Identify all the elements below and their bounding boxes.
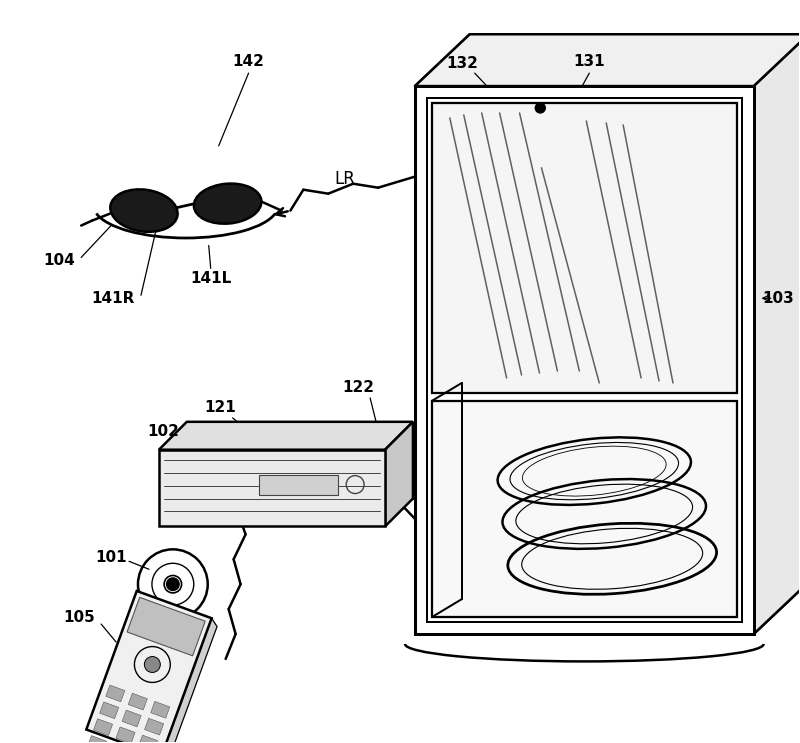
Polygon shape [415,86,754,634]
Polygon shape [470,34,800,583]
Polygon shape [86,591,212,743]
Polygon shape [100,702,118,718]
Text: 132: 132 [446,56,478,71]
Text: LR: LR [334,169,356,188]
Polygon shape [122,710,141,727]
Circle shape [166,578,179,591]
Text: 103: 103 [762,291,794,306]
Polygon shape [432,103,737,393]
Ellipse shape [194,184,262,224]
Polygon shape [116,727,135,743]
Ellipse shape [110,189,178,232]
Polygon shape [427,98,742,622]
Text: 122: 122 [342,380,374,395]
Text: 101: 101 [95,550,127,565]
Polygon shape [432,401,737,617]
Polygon shape [87,736,106,743]
Polygon shape [94,718,113,736]
Text: 105: 105 [63,609,95,625]
Polygon shape [159,450,385,527]
Circle shape [144,657,160,672]
Text: 131: 131 [574,53,605,68]
Polygon shape [415,34,800,86]
Text: 141R: 141R [91,291,134,306]
Polygon shape [128,693,147,710]
Polygon shape [159,422,413,450]
Text: 121: 121 [205,400,237,415]
Polygon shape [150,701,170,718]
Circle shape [535,103,546,113]
Polygon shape [258,475,338,495]
Polygon shape [385,422,413,527]
Polygon shape [138,735,158,743]
Text: IR: IR [287,510,304,528]
Polygon shape [161,618,217,743]
Polygon shape [145,718,164,735]
Polygon shape [106,685,125,702]
Text: 142: 142 [233,53,265,68]
Text: 104: 104 [43,253,75,268]
Polygon shape [127,597,206,656]
Text: 102: 102 [147,424,179,439]
Polygon shape [754,34,800,634]
Text: 141L: 141L [190,271,231,286]
